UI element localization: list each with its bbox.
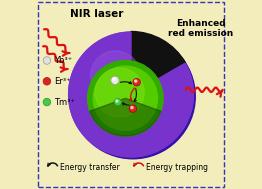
Text: Energy transfer: Energy transfer — [60, 163, 120, 172]
Circle shape — [70, 34, 195, 159]
Circle shape — [114, 98, 121, 106]
Text: Er³⁺: Er³⁺ — [54, 77, 71, 86]
FancyArrowPatch shape — [121, 81, 132, 84]
Circle shape — [129, 105, 137, 112]
Circle shape — [43, 57, 51, 64]
Text: Tm³⁺: Tm³⁺ — [54, 98, 75, 107]
Circle shape — [69, 32, 193, 157]
FancyArrowPatch shape — [123, 103, 129, 105]
FancyArrowPatch shape — [134, 89, 137, 102]
Wedge shape — [69, 32, 193, 157]
Circle shape — [81, 45, 144, 107]
Text: Enhanced
red emission: Enhanced red emission — [168, 19, 233, 38]
FancyArrowPatch shape — [129, 88, 135, 101]
Circle shape — [131, 106, 133, 109]
Circle shape — [133, 78, 140, 86]
Wedge shape — [126, 35, 185, 94]
Circle shape — [95, 68, 144, 117]
Circle shape — [43, 98, 51, 106]
Wedge shape — [131, 32, 185, 94]
Text: Energy trapping: Energy trapping — [146, 163, 208, 172]
Circle shape — [90, 51, 140, 101]
Circle shape — [111, 76, 119, 84]
Circle shape — [43, 77, 51, 85]
Circle shape — [88, 60, 163, 136]
Text: Yb³⁺: Yb³⁺ — [54, 56, 73, 65]
Circle shape — [113, 78, 115, 80]
Text: NIR laser: NIR laser — [70, 9, 124, 19]
Circle shape — [93, 66, 157, 130]
Circle shape — [135, 80, 137, 82]
Wedge shape — [90, 98, 161, 136]
Circle shape — [116, 100, 118, 102]
